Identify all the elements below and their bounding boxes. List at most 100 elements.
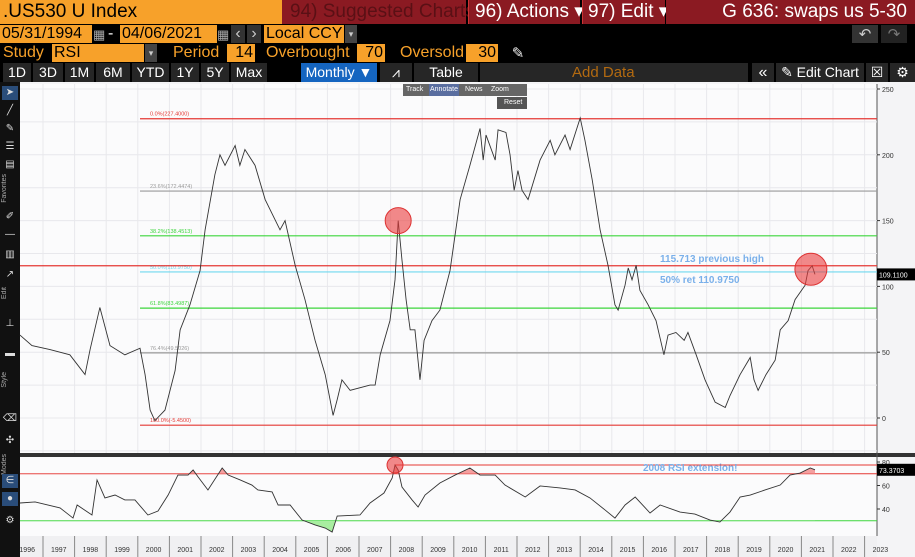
x-tick-label: 2019 — [746, 547, 762, 554]
x-axis — [20, 536, 877, 557]
rsi-panel — [20, 457, 877, 536]
rsi-highlight-circle — [386, 456, 404, 474]
edit-chart-button[interactable]: ✎ Edit Chart — [776, 63, 864, 82]
undo-button[interactable]: ↶ — [852, 25, 878, 43]
pencil-tool-icon[interactable]: ✎ — [5, 123, 15, 134]
start-date-input[interactable]: 05/31/1994 — [0, 25, 92, 43]
y-tick-label: 0 — [882, 416, 886, 423]
period-label: Period — [173, 44, 220, 61]
pen-icon[interactable]: ✐ — [5, 211, 15, 222]
zoom-button[interactable]: Zoom — [491, 86, 509, 93]
highlight-circle — [794, 252, 828, 286]
toolbar-spacer — [480, 63, 570, 82]
range-6m[interactable]: 6M — [96, 63, 130, 82]
x-tick-label: 2011 — [494, 547, 509, 554]
x-tick-label: 2003 — [241, 547, 257, 554]
line-tool-icon[interactable]: ╱ — [6, 105, 14, 116]
fib-level-label: 76.4%(49.5026) — [150, 346, 189, 352]
table-button[interactable]: Table — [414, 63, 478, 82]
x-tick-label: 2016 — [651, 547, 667, 554]
x-tick-label: 2023 — [873, 547, 889, 554]
date-dash: - — [108, 25, 114, 42]
x-tick-label: 2000 — [146, 547, 162, 554]
next-button[interactable]: › — [247, 25, 261, 43]
calendar-icon[interactable]: ▦ — [217, 27, 230, 42]
track-button[interactable]: Track — [406, 86, 424, 93]
chevron-down-icon[interactable]: ▾ — [345, 25, 357, 43]
fib-level-label: 61.8%(83.4987) — [150, 301, 189, 307]
range-1d[interactable]: 1D — [3, 63, 31, 82]
suggested-charts-button[interactable]: 94) Suggested Charts — [282, 0, 475, 24]
channel-icon[interactable]: ▥ — [5, 249, 15, 260]
study-select[interactable]: RSI — [52, 44, 144, 62]
fib-level-label: 38.2%(138.4513) — [150, 229, 192, 235]
actions-menu[interactable]: 96) Actions ▾ — [468, 0, 584, 24]
fibonacci-icon[interactable]: ☰ — [5, 141, 15, 152]
annotate-button[interactable]: Annotate — [429, 84, 460, 96]
chart-type-icon[interactable]: ⩘ — [380, 63, 412, 82]
overbought-label: Overbought — [266, 44, 350, 61]
period-input[interactable]: 14 — [227, 44, 255, 62]
study-label: Study — [3, 44, 44, 61]
text-tool-icon[interactable]: ▤ — [5, 159, 15, 170]
range-5y[interactable]: 5Y — [201, 63, 229, 82]
calendar-icon[interactable]: ▦ — [93, 27, 106, 42]
prev-button[interactable]: ‹ — [231, 25, 245, 43]
x-tick-label: 2010 — [462, 547, 478, 554]
magnifier-mode-icon[interactable]: ∈ — [2, 474, 18, 488]
x-tick-label: 1999 — [114, 547, 130, 554]
arrow-icon[interactable]: ↗ — [5, 269, 15, 280]
x-tick-label: 2014 — [588, 547, 604, 554]
range-max[interactable]: Max — [231, 63, 267, 82]
end-date-input[interactable]: 04/06/2021 — [120, 25, 217, 43]
overbought-input[interactable]: 70 — [357, 44, 385, 62]
reset-label: Reset — [504, 99, 523, 106]
interval-select[interactable]: Monthly ▼ — [301, 63, 377, 82]
x-tick-label: 2013 — [557, 547, 573, 554]
pointer-icon[interactable]: ➤ — [2, 86, 18, 100]
y-tick-label: 250 — [882, 87, 894, 94]
panel-separator — [20, 453, 915, 457]
y-tick-label: 100 — [882, 284, 894, 291]
x-tick-label: 2021 — [809, 547, 825, 554]
reset-button[interactable]: Reset — [497, 97, 527, 109]
news-button[interactable]: News — [465, 86, 483, 93]
range-ytd[interactable]: YTD — [132, 63, 169, 82]
oversold-input[interactable]: 30 — [466, 44, 498, 62]
add-data-input[interactable]: Add Data — [570, 63, 748, 82]
x-tick-label: 2007 — [367, 547, 383, 554]
range-1y[interactable]: 1Y — [171, 63, 199, 82]
y-tick-label: 200 — [882, 153, 894, 160]
delete-icon[interactable]: ⌫ — [2, 413, 18, 424]
crosshair-icon[interactable]: ✣ — [5, 435, 15, 446]
palette-icon[interactable]: ● — [2, 492, 18, 506]
chart-settings-icon[interactable]: ☒ — [866, 63, 888, 82]
x-tick-label: 2006 — [335, 547, 351, 554]
minus-icon[interactable]: — — [5, 229, 15, 240]
redo-button[interactable]: ↷ — [881, 25, 907, 43]
x-tick-label: 2020 — [778, 547, 794, 554]
color-swatch-icon[interactable]: ▬ — [5, 348, 15, 359]
rsi-y-tick-label: 80 — [882, 460, 890, 467]
range-1m[interactable]: 1M — [65, 63, 94, 82]
x-tick-label: 2002 — [209, 547, 225, 554]
rsi-y-tick-label: 40 — [882, 507, 890, 514]
range-3d[interactable]: 3D — [33, 63, 63, 82]
gear-icon[interactable]: ⚙ — [890, 63, 915, 82]
highlight-circle — [384, 207, 412, 235]
ticker-field[interactable]: .US530 U Index — [0, 0, 282, 24]
collapse-button[interactable]: « — [752, 63, 774, 82]
magnet-icon[interactable]: ⊥ — [5, 318, 15, 329]
fib-level-label: 0.0%(227.4000) — [150, 112, 189, 118]
price-series-line — [19, 116, 816, 422]
last-rsi-tag — [877, 463, 915, 476]
y-tick-label: 150 — [882, 219, 894, 226]
edit-menu[interactable]: 97) Edit ▾ — [582, 0, 668, 24]
annotation-rsi-extension: 2008 RSI extension! — [643, 463, 737, 474]
pencil-icon[interactable]: ✎ — [511, 45, 525, 62]
currency-select[interactable]: Local CCY — [264, 25, 344, 43]
oversold-label: Oversold — [400, 44, 465, 61]
chevron-down-icon[interactable]: ▾ — [145, 44, 157, 62]
gear-icon[interactable]: ⚙ — [5, 515, 15, 526]
